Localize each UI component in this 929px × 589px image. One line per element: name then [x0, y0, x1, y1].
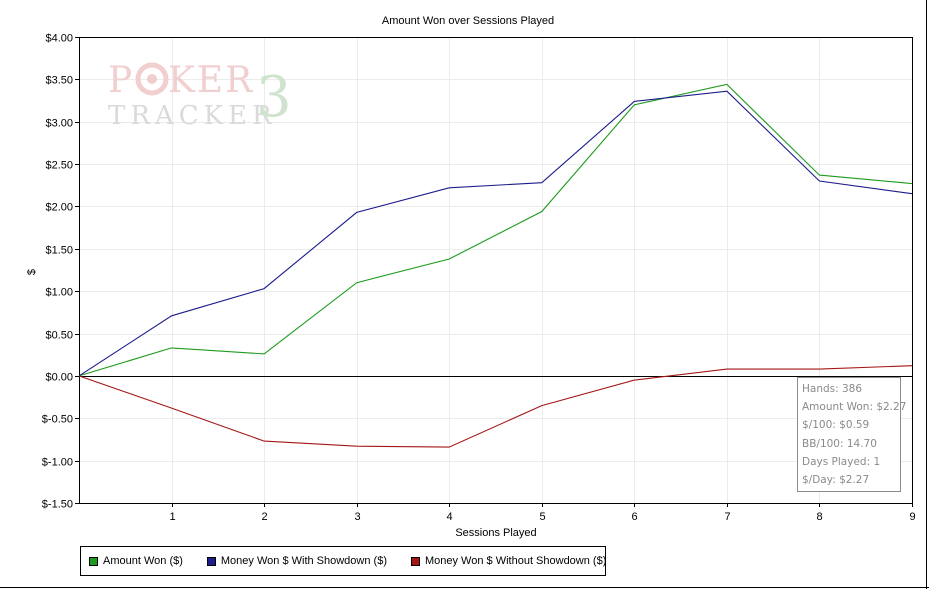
chart-title: Amount Won over Sessions Played	[382, 15, 554, 27]
stat-per-day: $/Day: $2.27	[802, 473, 870, 486]
legend-swatch	[89, 556, 98, 566]
y-tick-label: $4.00	[45, 33, 73, 45]
y-tick-label: $0.00	[45, 372, 73, 384]
legend: Amount Won ($) Money Won $ With Showdown…	[80, 546, 606, 576]
x-tick-label: 3	[354, 511, 360, 523]
legend-item-without-showdown: Money Won $ Without Showdown ($)	[410, 555, 607, 567]
stats-box: Hands: 386 Amount Won: $2.27 $/100: $0.5…	[797, 377, 907, 492]
legend-swatch	[410, 556, 420, 566]
svg-text:3: 3	[256, 65, 292, 130]
y-tick-label: $-1.00	[42, 457, 73, 469]
svg-text:KER: KER	[168, 60, 254, 101]
legend-label: Money Won $ Without Showdown ($)	[424, 555, 607, 567]
stat-hands: Hands: 386	[802, 383, 863, 395]
x-tick-label: 5	[539, 511, 545, 523]
x-tick-label: 9	[909, 511, 915, 523]
x-tick-label: 7	[724, 511, 730, 523]
series-line-with-showdown	[78, 90, 913, 377]
x-tick-label: 2	[261, 511, 267, 523]
x-tick-label: 6	[631, 511, 637, 523]
stat-per-100: $/100: $0.59	[802, 419, 870, 432]
y-tick-label: $1.00	[45, 287, 73, 299]
legend-swatch	[206, 556, 216, 566]
grid	[79, 37, 913, 504]
series	[78, 83, 913, 448]
y-tick-label: $3.00	[45, 118, 73, 130]
y-tick-label: $2.00	[45, 202, 73, 214]
y-axis-label: $	[26, 269, 38, 275]
y-tick-label: $1.50	[45, 245, 73, 257]
x-tick-label: 8	[816, 511, 822, 523]
y-tick-label: $0.50	[45, 330, 73, 342]
axes: $4.00 $3.50 $3.00 $2.50 $2.00 $1.50 $1.00 $0.50…	[42, 33, 916, 524]
stat-amount-won: Amount Won: $2.27	[802, 401, 907, 414]
y-tick-label: $3.50	[45, 75, 73, 87]
y-tick-label: $2.50	[45, 160, 73, 172]
series-line-amount-won	[78, 83, 913, 377]
poker-tracker-logo: P KER TRACKER 3	[108, 60, 292, 130]
x-tick-label: 1	[169, 511, 175, 523]
series-line-without-showdown	[78, 365, 913, 448]
legend-item-with-showdown: Money Won $ With Showdown ($)	[206, 555, 387, 567]
x-axis-label: Sessions Played	[455, 527, 536, 539]
stat-bb-per-100: BB/100: 14.70	[802, 437, 877, 450]
y-tick-label: $-1.50	[42, 499, 73, 511]
plot-border	[79, 37, 913, 504]
svg-text:P: P	[108, 60, 134, 101]
legend-item-amount-won: Amount Won ($)	[89, 555, 183, 567]
legend-label: Amount Won ($)	[103, 555, 183, 567]
legend-label: Money Won $ With Showdown ($)	[220, 555, 387, 567]
stat-days-played: Days Played: 1	[802, 455, 881, 468]
x-tick-label: 4	[446, 511, 452, 523]
y-tick-label: $-0.50	[42, 414, 73, 426]
svg-text:TRACKER: TRACKER	[108, 101, 277, 130]
